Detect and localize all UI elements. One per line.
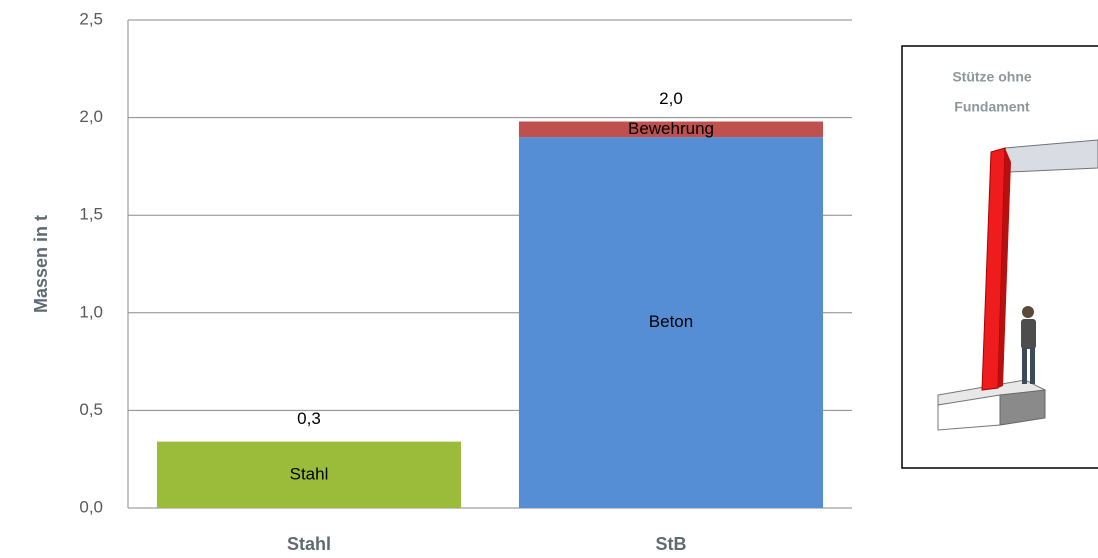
segment-label: Stahl [290, 464, 329, 483]
y-tick-label: 1,0 [79, 302, 103, 321]
y-tick-label: 1,5 [79, 205, 103, 224]
x-tick-label: Stahl [287, 534, 331, 554]
y-tick-label: 2,0 [79, 107, 103, 126]
x-tick-label: StB [656, 534, 687, 554]
inset-title: Stütze ohne [952, 69, 1032, 85]
y-axis-label: Massen in t [31, 215, 51, 313]
segment-label: Bewehrung [628, 119, 714, 138]
segment-label: Beton [649, 312, 693, 331]
y-tick-label: 0,5 [79, 400, 103, 419]
person-head [1022, 306, 1034, 318]
y-tick-label: 0,0 [79, 497, 103, 516]
y-tick-label: 2,5 [79, 9, 103, 28]
total-label: 2,0 [659, 89, 683, 108]
person-body [1021, 319, 1036, 349]
foundation-side [999, 389, 1046, 426]
bar-segment [518, 121, 824, 138]
bar-segment [156, 441, 462, 508]
person-leg [1022, 348, 1027, 384]
inset: Stütze ohne Fundament [901, 45, 1098, 469]
bar-segment [518, 137, 824, 508]
column-side [998, 148, 1011, 388]
total-label: 0,3 [297, 409, 321, 428]
person-leg [1030, 348, 1035, 384]
inset-title: Fundament [954, 99, 1030, 115]
